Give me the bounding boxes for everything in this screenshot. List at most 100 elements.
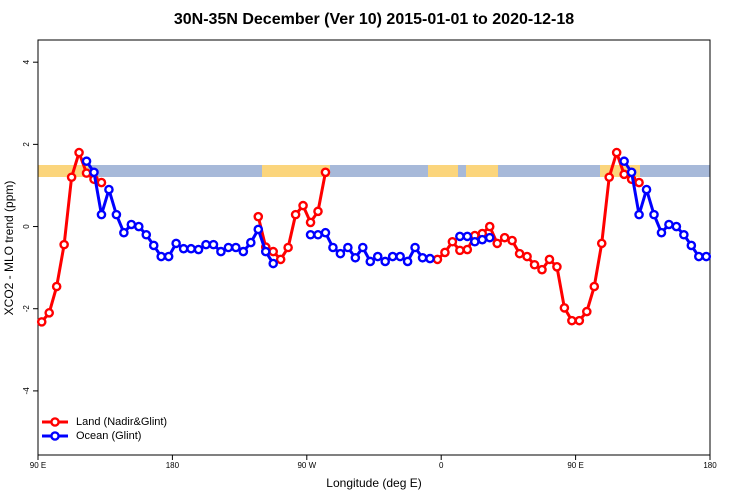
data-point bbox=[305, 229, 316, 240]
x-tick-label: 180 bbox=[166, 461, 180, 470]
x-tick-label: 90 E bbox=[30, 461, 46, 470]
data-point bbox=[313, 206, 323, 217]
data-point bbox=[544, 254, 555, 265]
data-point bbox=[559, 303, 570, 313]
data-point bbox=[275, 254, 286, 265]
y-tick-label: 4 bbox=[22, 59, 31, 64]
data-point bbox=[96, 209, 107, 220]
data-point bbox=[201, 239, 211, 250]
data-point bbox=[268, 246, 279, 257]
data-point bbox=[104, 184, 114, 195]
data-point bbox=[619, 169, 629, 180]
y-tick-label: 0 bbox=[22, 224, 31, 229]
y-tick-label: 2 bbox=[22, 142, 31, 147]
data-point bbox=[313, 229, 323, 240]
data-point bbox=[701, 251, 712, 262]
data-point bbox=[305, 217, 316, 228]
data-point bbox=[320, 227, 331, 238]
data-point bbox=[529, 259, 540, 270]
data-point bbox=[163, 251, 174, 262]
data-point bbox=[290, 209, 301, 220]
data-point bbox=[402, 256, 413, 267]
data-point bbox=[522, 251, 532, 262]
land-strip bbox=[262, 165, 330, 177]
data-point bbox=[410, 242, 420, 253]
data-point bbox=[260, 246, 271, 257]
data-point bbox=[81, 168, 92, 178]
x-tick-label: 180 bbox=[703, 461, 717, 470]
data-point bbox=[320, 167, 331, 178]
data-point bbox=[44, 308, 55, 318]
data-point bbox=[81, 156, 92, 167]
data-point bbox=[514, 248, 525, 259]
data-point bbox=[462, 244, 473, 255]
data-point bbox=[537, 264, 547, 275]
data-point bbox=[253, 224, 264, 235]
data-point bbox=[335, 248, 346, 259]
legend-label: Ocean (Glint) bbox=[76, 430, 141, 442]
data-point bbox=[596, 238, 607, 249]
data-point bbox=[66, 172, 77, 183]
data-point bbox=[679, 229, 689, 240]
data-point bbox=[231, 242, 241, 253]
data-point bbox=[440, 247, 450, 258]
data-point bbox=[238, 246, 249, 257]
x-tick-label: 90 W bbox=[297, 461, 316, 470]
data-point bbox=[343, 242, 353, 253]
data-point bbox=[59, 239, 69, 250]
data-point bbox=[111, 209, 122, 220]
data-point bbox=[641, 184, 652, 195]
data-point bbox=[141, 229, 152, 240]
y-tick-label: -4 bbox=[22, 387, 31, 395]
legend-marker bbox=[50, 417, 60, 427]
y-axis-label: XCO2 - MLO trend (ppm) bbox=[2, 181, 16, 316]
data-point bbox=[447, 236, 458, 247]
x-axis-label: Longitude (deg E) bbox=[326, 476, 421, 490]
data-point bbox=[74, 147, 84, 158]
data-point bbox=[686, 240, 697, 251]
data-point bbox=[484, 221, 495, 232]
data-point bbox=[462, 231, 473, 242]
data-point bbox=[432, 254, 443, 265]
data-point bbox=[350, 252, 361, 263]
data-point bbox=[507, 235, 517, 246]
data-point bbox=[671, 221, 682, 232]
data-point bbox=[425, 253, 435, 264]
data-point bbox=[119, 227, 129, 238]
data-point bbox=[552, 262, 562, 272]
data-point bbox=[634, 209, 644, 220]
land-strip bbox=[466, 165, 498, 177]
legend-label: Land (Nadir&Glint) bbox=[76, 416, 167, 428]
land-strip bbox=[38, 165, 88, 177]
data-point bbox=[133, 221, 144, 232]
data-point bbox=[253, 211, 264, 222]
data-point bbox=[51, 281, 62, 292]
data-point bbox=[89, 167, 99, 178]
ocean-strip bbox=[38, 165, 710, 177]
data-point bbox=[171, 238, 181, 249]
data-point bbox=[178, 243, 189, 254]
data-point bbox=[694, 251, 704, 262]
data-point bbox=[372, 251, 383, 262]
data-point bbox=[477, 234, 488, 245]
data-point bbox=[283, 242, 293, 253]
data-point bbox=[268, 258, 279, 269]
data-point bbox=[216, 246, 226, 257]
data-point bbox=[186, 243, 196, 254]
data-point bbox=[380, 256, 391, 267]
data-point bbox=[36, 317, 47, 327]
x-tick-label: 90 E bbox=[567, 461, 583, 470]
data-point bbox=[604, 172, 615, 183]
data-point bbox=[582, 306, 592, 317]
data-point bbox=[619, 156, 629, 167]
data-point bbox=[567, 315, 577, 326]
data-point bbox=[484, 232, 495, 243]
data-point bbox=[357, 242, 368, 253]
data-point bbox=[96, 177, 107, 188]
data-point bbox=[126, 219, 137, 230]
data-point bbox=[156, 251, 166, 262]
surface-strip bbox=[38, 165, 710, 177]
data-point bbox=[365, 256, 376, 267]
data-point bbox=[499, 232, 510, 243]
